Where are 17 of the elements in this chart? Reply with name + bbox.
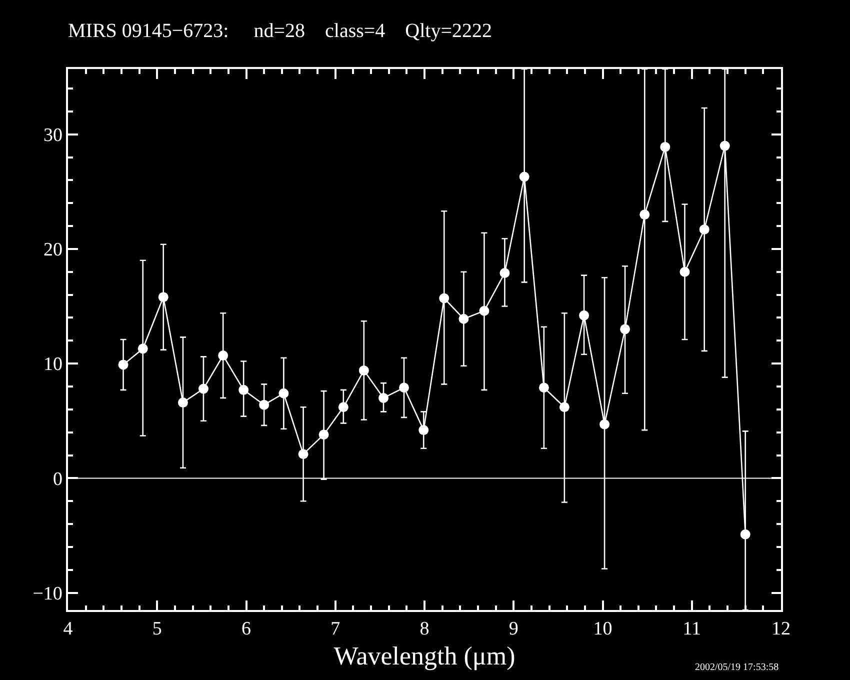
x-tick-label: 5 xyxy=(152,618,162,640)
x-axis-title: Wavelength (μm) xyxy=(334,642,516,671)
x-tick-label: 10 xyxy=(593,618,612,640)
y-tick-label: 30 xyxy=(43,124,62,146)
x-tick-label: 8 xyxy=(420,618,430,640)
x-tick-label: 11 xyxy=(682,618,702,640)
x-tick-label: 7 xyxy=(330,618,340,640)
y-tick-label: 0 xyxy=(52,468,62,490)
y-tick-label: 20 xyxy=(43,240,62,261)
x-tick-label: 6 xyxy=(242,618,251,640)
y-tick-label: 10 xyxy=(43,354,62,376)
x-tick-label: 9 xyxy=(508,618,518,640)
y-tick-label: −10 xyxy=(32,583,62,604)
x-tick-label: 4 xyxy=(63,618,74,640)
chart-title: MIRS 09145−6723: nd=28 class=4 Qlty=2222 xyxy=(68,20,492,42)
x-tick-label: 12 xyxy=(772,618,790,640)
text: 2002/05/19 17:53:58 xyxy=(695,662,779,673)
